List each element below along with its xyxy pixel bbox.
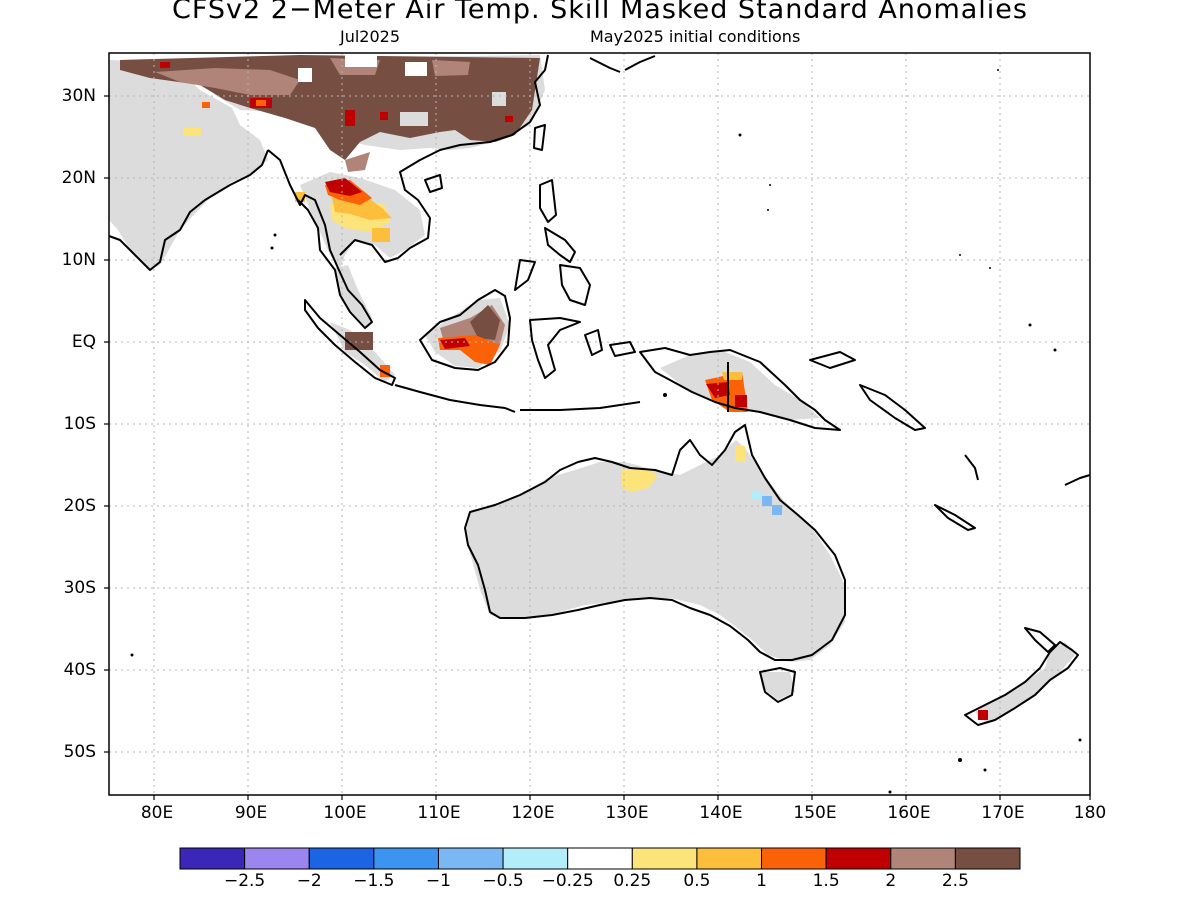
colorbar-label: −1 — [425, 871, 451, 891]
map-title: CFSv2 2−Meter Air Temp. Skill Masked Sta… — [172, 0, 1028, 25]
colorbar-swatch — [502, 847, 569, 870]
colorbar-swatch — [631, 847, 698, 870]
lon-label: 170E — [981, 803, 1025, 823]
colorbar-label: 1.5 — [812, 871, 840, 891]
valid-month: Jul2025 — [340, 27, 401, 46]
colorbar-swatch — [308, 847, 375, 870]
colorbar-swatch — [373, 847, 439, 870]
lon-label: 80E — [140, 803, 174, 823]
colorbar-label: −2.5 — [223, 871, 266, 891]
colorbar-label: 0.25 — [613, 871, 652, 891]
colorbar-swatch — [567, 847, 633, 870]
colorbar-label: −0.25 — [541, 871, 594, 891]
small-islands — [130, 69, 1082, 794]
anomaly-shading — [120, 55, 988, 720]
lat-label: 20N — [61, 168, 96, 188]
lat-label: 10N — [61, 250, 96, 270]
colorbar-label: 2 — [885, 871, 897, 891]
colorbar-swatch — [696, 847, 763, 870]
initial-conditions: May2025 initial conditions — [590, 27, 801, 46]
axis-ticks — [104, 95, 1091, 800]
colorbar-label: −0.5 — [482, 871, 524, 891]
lon-label: 160E — [887, 803, 931, 823]
lat-label: 30S — [63, 578, 96, 598]
graticule — [109, 53, 1090, 795]
colorbar-swatch — [437, 847, 504, 870]
lon-label: 150E — [793, 803, 837, 823]
colorbar-label: 0.5 — [683, 871, 711, 891]
lat-label: EQ — [71, 332, 96, 352]
lat-label: 20S — [63, 496, 96, 516]
colorbar-swatch — [179, 847, 246, 870]
lon-label: 100E — [323, 803, 367, 823]
lon-label: 180 — [1073, 803, 1107, 823]
colorbar-label: −1.5 — [353, 871, 395, 891]
colorbar — [179, 847, 1021, 870]
lat-label: 10S — [63, 414, 96, 434]
lon-label: 140E — [699, 803, 743, 823]
lat-label: 40S — [63, 660, 96, 680]
lat-label: 50S — [63, 742, 96, 762]
lon-label: 110E — [417, 803, 461, 823]
lon-label: 120E — [511, 803, 555, 823]
colorbar-swatch — [954, 847, 1021, 870]
colorbar-label: 1 — [756, 871, 767, 891]
colorbar-swatch — [825, 847, 892, 870]
lon-label: 90E — [234, 803, 268, 823]
colorbar-label: 2.5 — [941, 871, 969, 891]
colorbar-swatch — [761, 847, 827, 870]
colorbar-swatch — [890, 847, 956, 870]
lat-label: 30N — [61, 86, 96, 106]
colorbar-label: −2 — [296, 871, 322, 891]
colorbar-swatch — [244, 847, 310, 870]
lon-label: 130E — [605, 803, 649, 823]
coastlines — [108, 54, 1091, 726]
